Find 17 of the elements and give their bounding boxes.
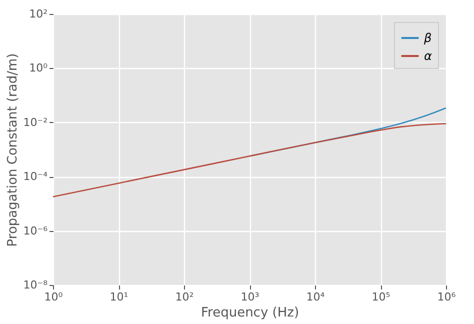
x-tick-label: 10³ [240, 290, 260, 304]
x-tick-label: 10² [175, 290, 194, 304]
x-tick-label: 10⁵ [372, 290, 390, 304]
y-axis-title: Propagation Constant (rad/m) [5, 53, 20, 247]
y-tick-label: 10⁻⁸ [23, 278, 48, 292]
x-tick-label: 10¹ [110, 290, 128, 304]
y-tick-label: 10⁻⁶ [23, 224, 48, 238]
y-tick-label: 10² [29, 8, 48, 20]
x-tick-label: 10⁴ [306, 290, 326, 304]
x-tick-label: 10⁰ [44, 290, 64, 304]
y-tick-label: 10⁻⁴ [23, 170, 48, 184]
legend-label: α [424, 49, 432, 63]
x-tick-label: 10⁶ [437, 290, 456, 304]
y-tick-label: 10⁻² [23, 116, 48, 129]
y-tick-label: 10⁰ [29, 62, 48, 75]
legend-label: β [423, 31, 432, 45]
x-axis-title: Frequency (Hz) [200, 306, 300, 320]
